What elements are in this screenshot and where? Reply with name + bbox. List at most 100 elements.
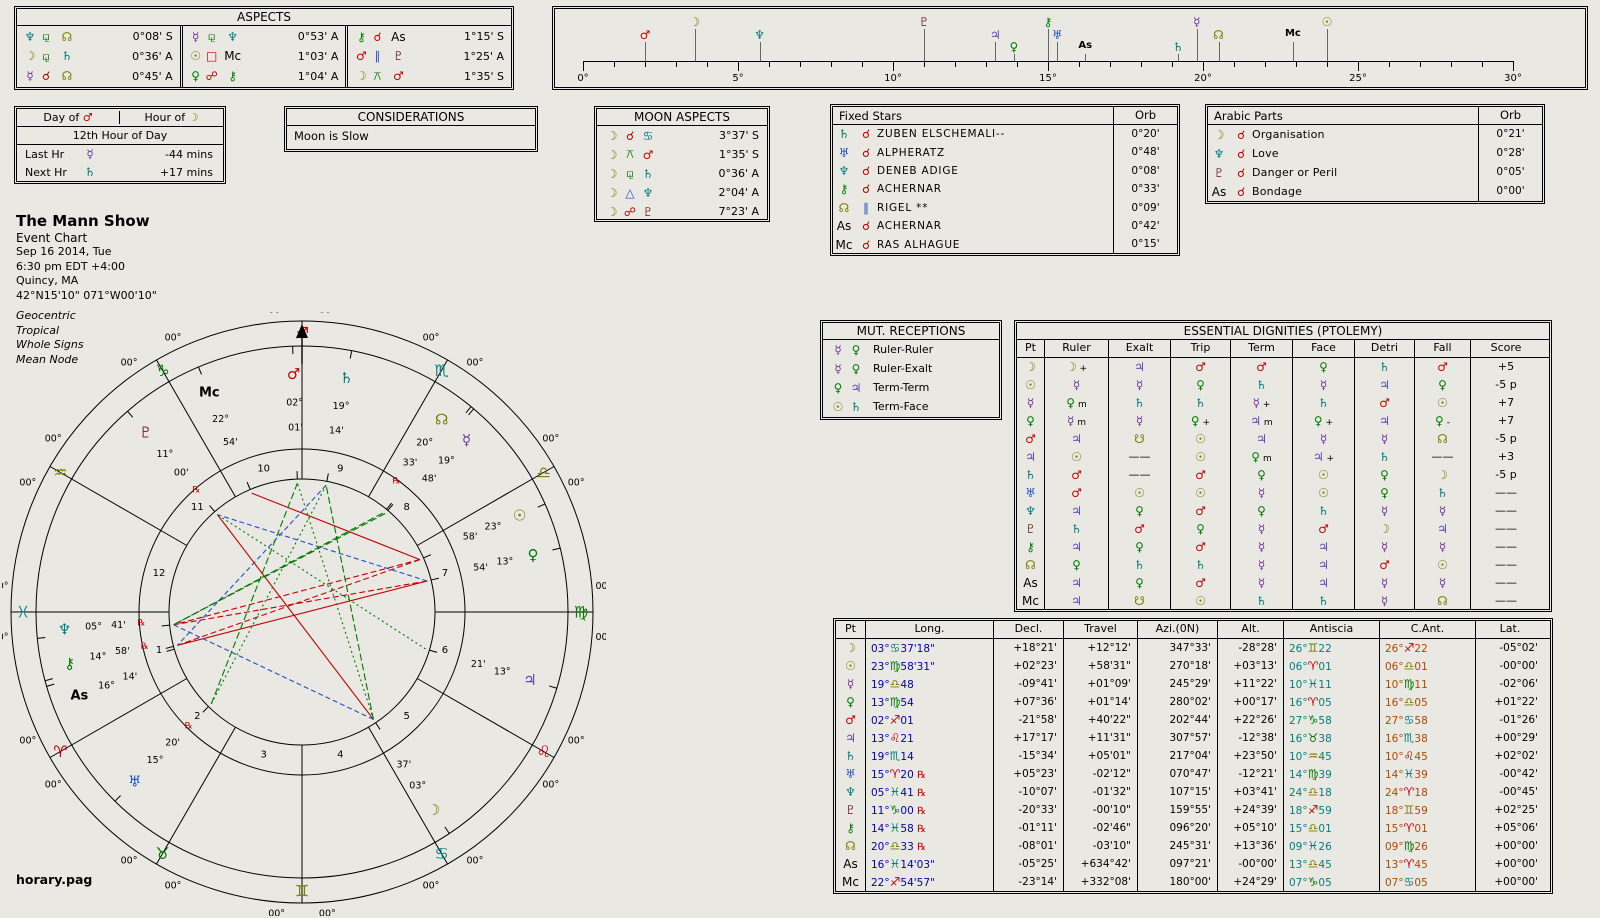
dignity-cell: ♄ bbox=[1171, 556, 1231, 574]
position-lat: -02°06' bbox=[1499, 678, 1538, 690]
position-alt: -00°00' bbox=[1218, 855, 1284, 873]
planet-glyph: ♄ bbox=[642, 166, 654, 181]
ruler-tick bbox=[893, 61, 894, 71]
aspects-title: ASPECTS bbox=[17, 9, 511, 26]
wheel-body-pluto: ♇ bbox=[139, 423, 152, 441]
degree-pointer bbox=[386, 502, 392, 510]
position-longitude: 03°♋37'18" bbox=[866, 639, 994, 657]
wheel-retrograde-mark: ℞ bbox=[392, 477, 400, 487]
position-row: ♂ 02°♐01 -21°58' +40'22" 202°44' +22°26' 27°♑5… bbox=[836, 711, 1550, 729]
fixed-star-row: Mc ☌ RAS ALHAGUE 0°15' bbox=[833, 235, 1177, 254]
dignity-cell: ♄ bbox=[1109, 556, 1171, 574]
dignity-score: +7 bbox=[1497, 414, 1515, 427]
house-number: 1 bbox=[156, 645, 162, 656]
dignity-score: -5 p bbox=[1495, 468, 1517, 481]
wheel-body-degree: 14° bbox=[90, 652, 107, 663]
dignity-cell: ☿ bbox=[1231, 574, 1293, 592]
wheel-body-degree: 05° bbox=[85, 622, 102, 633]
dignity-cell: ♀ bbox=[1109, 538, 1171, 556]
ruler-tick bbox=[1141, 61, 1142, 67]
wheel-body-degree: 22° bbox=[212, 414, 229, 425]
degree-ruler: 0° 5° 10° 15° 20° 25° 30° ♂ ☽ ♆ ♇ ♃ ♀ ⚷ ♅ As ♄ ☿ ☊ Mc ☉ bbox=[555, 9, 1585, 87]
planet-glyph: ☽ bbox=[606, 185, 618, 200]
arabic-part-row: ☽ ☌ Organisation 0°21' bbox=[1208, 125, 1542, 144]
star-orb: 0°08' bbox=[1113, 161, 1177, 181]
planet-glyph: ♄ bbox=[850, 399, 862, 414]
aspect-glyph: ☌ bbox=[861, 182, 871, 197]
planet-glyph: ♂ bbox=[642, 147, 654, 162]
wheel-body-node: ☊ bbox=[435, 410, 448, 428]
degree-pointer bbox=[165, 645, 174, 649]
positions-header: Lat. bbox=[1499, 622, 1521, 635]
positions-header: Azi.(0N) bbox=[1138, 621, 1218, 638]
planet-glyph: ♆ bbox=[838, 163, 850, 178]
star-name: ALPHERATZ bbox=[877, 146, 945, 159]
position-lat: +02°25' bbox=[1494, 804, 1538, 816]
position-pt: ♆ bbox=[836, 783, 866, 801]
fixed-stars-header: Fixed Stars Orb bbox=[833, 107, 1177, 125]
part-name: Organisation bbox=[1252, 128, 1325, 141]
last-hour-row: Last Hr ☿ -44 mins bbox=[17, 145, 223, 163]
ruler-tick bbox=[738, 61, 739, 71]
dignity-cell: ♂ bbox=[1045, 484, 1109, 502]
hour-of: Hour of ☽ bbox=[120, 111, 223, 124]
positions-panel: Pt Long. Decl. Travel Azi.(0N) Alt. Antiscia C.… bbox=[833, 618, 1553, 894]
moon-aspects-title: MOON ASPECTS bbox=[597, 109, 767, 126]
chart-subtitle: Event Chart bbox=[16, 231, 88, 245]
dignity-cell: ☿ bbox=[1109, 412, 1171, 430]
dignity-cell: ☉ bbox=[1171, 484, 1231, 502]
wheel-body-minute: 58' bbox=[463, 532, 478, 543]
arabic-parts-orb-label: Orb bbox=[1478, 107, 1542, 124]
cusp-degree-label: 00° bbox=[268, 908, 285, 916]
ruler-point-stem bbox=[645, 42, 646, 61]
wheel-body-minute: 14' bbox=[329, 426, 344, 437]
ruler-tick bbox=[614, 61, 615, 67]
house-number: 2 bbox=[194, 711, 200, 722]
position-contra-antiscia: 24°♈18 bbox=[1380, 783, 1476, 801]
position-lat: -00°45' bbox=[1499, 786, 1538, 798]
position-pt: ☉ bbox=[836, 657, 866, 675]
aspect-glyph: ⚼ bbox=[41, 29, 51, 44]
dignity-cell: ☿ bbox=[1231, 520, 1293, 538]
ruler-tick bbox=[1172, 61, 1173, 67]
moon-aspect-row: ☽ ☌ ♋ 3°37' S bbox=[597, 126, 767, 145]
degree-pointer bbox=[465, 406, 472, 414]
ruler-tick-label: 15° bbox=[1039, 73, 1057, 84]
dignity-cell: ☿ bbox=[1355, 592, 1415, 610]
positions-header: Antiscia bbox=[1284, 621, 1380, 638]
house-number: 10 bbox=[257, 464, 270, 475]
aspect-orb: 1°35' S bbox=[719, 148, 759, 161]
degree-pointer bbox=[127, 410, 134, 418]
position-row: ♆ 05°♓41 ℞ -10°07' -01'32" 107°15' +03°41' 24°… bbox=[836, 783, 1550, 801]
wheel-retrograde-mark: ℞ bbox=[137, 619, 145, 629]
chart-details: Sep 16 2014, Tue 6:30 pm EDT +4:00 Quincy,… bbox=[16, 245, 286, 303]
ruler-tick bbox=[924, 61, 925, 67]
dignity-score: —— bbox=[1495, 594, 1517, 607]
ruler-tick-label: 0° bbox=[577, 73, 589, 84]
aspect-glyph: ☌ bbox=[1236, 127, 1246, 142]
dignity-score: +7 bbox=[1497, 396, 1515, 409]
dignity-cell: ♃ bbox=[1355, 412, 1415, 430]
aspect-entry: ♂ ∥ ♇ 1°25' A bbox=[353, 47, 506, 66]
aspect-orb: 1°25' A bbox=[463, 49, 505, 63]
position-lat: -00°42' bbox=[1499, 768, 1538, 780]
position-contra-antiscia: 10°♍11 bbox=[1380, 675, 1476, 693]
ruler-tick bbox=[769, 61, 770, 67]
aspect-orb: 3°37' S bbox=[719, 129, 759, 142]
planet-glyph: ♅ bbox=[838, 145, 850, 160]
position-alt: -12°38' bbox=[1218, 729, 1284, 747]
position-contra-antiscia: 16°♎05 bbox=[1380, 693, 1476, 711]
aspect-glyph: ☌ bbox=[625, 128, 635, 143]
dignity-cell: ♃ bbox=[1355, 376, 1415, 394]
house-cusp bbox=[156, 726, 236, 865]
star-orb: 0°20' bbox=[1113, 125, 1177, 144]
part-orb: 0°28' bbox=[1478, 144, 1542, 163]
dignity-cell: ♀ - bbox=[1415, 412, 1471, 430]
day-hour-row: Day of ♂ Hour of ☽ bbox=[17, 109, 223, 127]
wheel-body-chiron: ⚷ bbox=[64, 654, 75, 672]
fixed-stars-orb-label: Orb bbox=[1113, 107, 1177, 124]
aspect-line-trine bbox=[176, 484, 327, 646]
dignity-row: ♇ ♄ ♂ ♀ ☿ ♂ ☽ ♃ —— bbox=[1017, 520, 1549, 538]
planet-glyph: ♀ bbox=[833, 380, 843, 395]
dignity-cell: ☊ bbox=[1415, 592, 1471, 610]
